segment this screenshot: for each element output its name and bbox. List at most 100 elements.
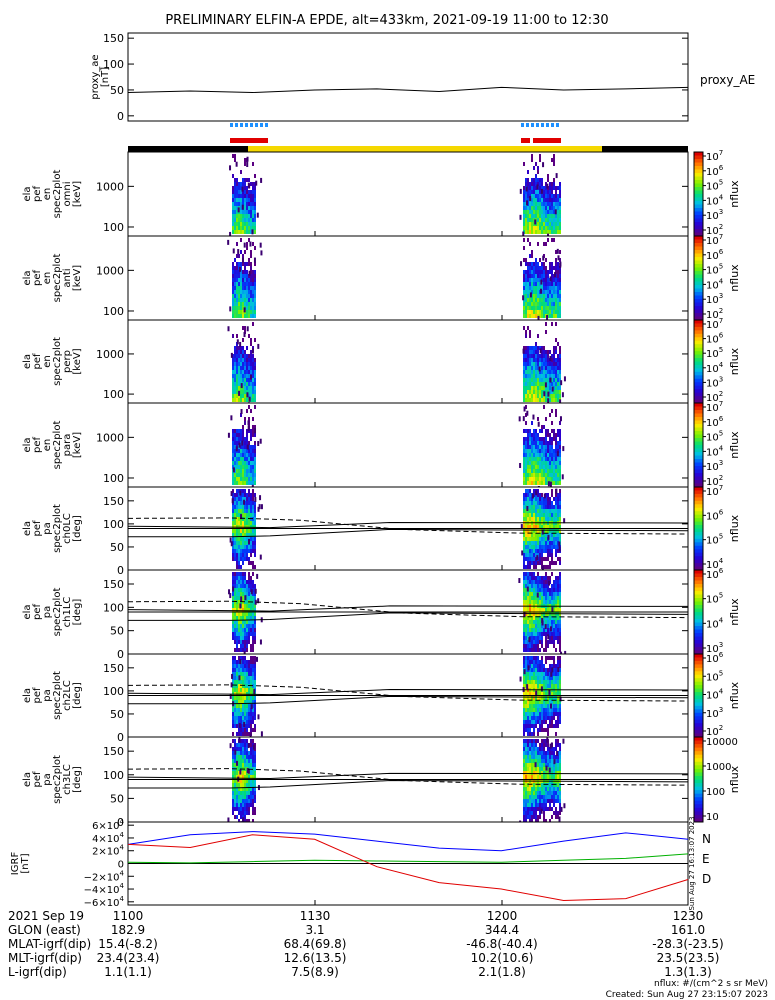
y-tick-label: 50 (110, 625, 124, 638)
colorbar-cell (694, 535, 703, 540)
spectrogram-cell (240, 274, 242, 278)
spectrogram-cell (537, 513, 539, 517)
spectrogram-cell (559, 294, 561, 298)
spectrogram-cell (529, 708, 531, 712)
spectrogram-cell (543, 600, 545, 604)
spectrogram-cell (234, 747, 236, 751)
spectrogram-cell (535, 724, 537, 728)
spectrogram-cell (523, 664, 525, 668)
spectrogram-cell (541, 306, 543, 310)
spectrogram-speck (238, 737, 241, 743)
spectrogram-cell (551, 628, 553, 632)
spectrogram-cell (547, 461, 549, 465)
spectrogram-speck (551, 607, 554, 613)
spectrogram-cell (539, 358, 541, 362)
spectrogram-cell (529, 190, 531, 194)
spectrogram-cell (535, 230, 537, 234)
colorbar-tick-label: 105 (706, 592, 723, 606)
spectrogram-cell (527, 533, 529, 537)
spectrogram-cell (236, 608, 238, 612)
spectrogram-cell (545, 497, 547, 501)
spectrogram-cell (531, 302, 533, 306)
spectrogram-cell (246, 521, 248, 525)
spectrogram-speck (535, 490, 538, 496)
spectrogram-cell (551, 795, 553, 799)
spectrogram-cell (250, 298, 252, 302)
colorbar-cell (694, 197, 703, 202)
spectrogram-cell (537, 242, 539, 246)
spectrogram-cell (553, 374, 555, 378)
spectrogram-cell (248, 214, 250, 218)
x-tick-label: 1100 (113, 909, 144, 923)
spectrogram-cell (553, 592, 555, 596)
spectrogram-cell (543, 206, 545, 210)
spectrogram-cell (559, 366, 561, 370)
spectrogram-cell (254, 310, 256, 314)
spectrogram-cell (250, 533, 252, 537)
spectrogram-cell (242, 465, 244, 469)
spectrogram-cell (549, 720, 551, 724)
spectrogram-cell (250, 724, 252, 728)
spectrogram-cell (553, 775, 555, 779)
spectrogram-cell (547, 553, 549, 557)
spectrogram-cell (557, 214, 559, 218)
spectrogram-cell (551, 501, 553, 505)
spectrogram-cell (543, 811, 545, 815)
spectrogram-cell (547, 795, 549, 799)
spectrogram-cell (537, 696, 539, 700)
spectrogram-cell (533, 533, 535, 537)
spectrogram-cell (246, 282, 248, 286)
spectrogram-cell (254, 799, 256, 803)
spectrogram-cell (527, 807, 529, 811)
spectrogram-cell (533, 799, 535, 803)
panel-ylabel-ela_pef_pa_spec2plot_ch2LC-line: [deg] (72, 682, 83, 709)
spectrogram-cell (523, 541, 525, 545)
spectrogram-cell (250, 270, 252, 274)
spectrogram-cell (559, 354, 561, 358)
spectrogram-cell (238, 700, 240, 704)
spectrogram-cell (525, 505, 527, 509)
spectrogram-cell (238, 632, 240, 636)
spectrogram-cell (541, 592, 543, 596)
spectrogram-cell (555, 676, 557, 680)
spectrogram-cell (250, 676, 252, 680)
spectrogram-cell (254, 386, 256, 390)
spectrogram-cell (529, 680, 531, 684)
spectrogram-cell (232, 509, 234, 513)
spectrogram-cell (523, 720, 525, 724)
spectrogram-cell (557, 692, 559, 696)
colorbar-cell (694, 654, 703, 658)
spectrogram-cell (250, 182, 252, 186)
spectrogram-cell (254, 186, 256, 190)
spectrogram-cell (232, 660, 234, 664)
spectrogram-cell (533, 362, 535, 366)
spectrogram-cell (547, 680, 549, 684)
spectrogram-cell (549, 398, 551, 402)
spectrogram-cell (543, 278, 545, 282)
spectrogram-cell (533, 214, 535, 218)
spectrogram-cell (250, 604, 252, 608)
spectrogram-cell (529, 374, 531, 378)
spectrogram-cell (541, 310, 543, 314)
spectrogram-cell (559, 716, 561, 720)
spectrogram-cell (559, 700, 561, 704)
spectrogram-cell (525, 230, 527, 234)
spectrogram-cell (523, 429, 525, 433)
colorbar-cell (694, 685, 703, 690)
spectrogram-cell (555, 509, 557, 513)
spectrogram-cell (248, 783, 250, 787)
spectrogram-cell (248, 680, 250, 684)
colorbar-cell (694, 793, 703, 798)
spectrogram-cell (252, 374, 254, 378)
spectrogram-cell (252, 763, 254, 767)
spectrogram-cell (545, 386, 547, 390)
spectrogram-speck (526, 684, 529, 690)
spectrogram-cell (242, 596, 244, 600)
spectrogram-cell (559, 390, 561, 394)
date-label: 2021 Sep 19 (8, 909, 84, 923)
spectrogram-cell (250, 803, 252, 807)
spectrogram-cell (527, 656, 529, 660)
spectrogram-cell (533, 751, 535, 755)
spectrogram-cell (545, 775, 547, 779)
spectrogram-cell (523, 509, 525, 513)
